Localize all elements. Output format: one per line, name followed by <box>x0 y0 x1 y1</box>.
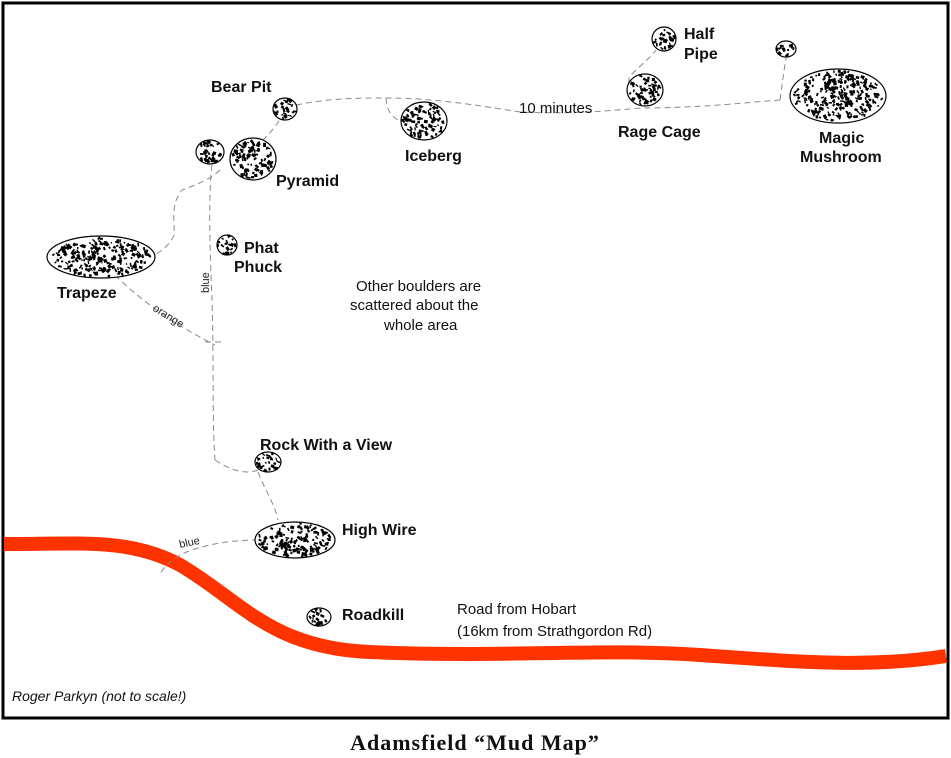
note-road-1: Road from Hobart <box>457 601 577 618</box>
label-iceberg: Iceberg <box>405 148 462 165</box>
label-rock-with-a-view: Rock With a View <box>260 437 393 454</box>
boulder-pyramid-texture <box>231 139 274 180</box>
label-magic-mushroom-1: Magic <box>819 130 864 147</box>
trail-blue-vertical <box>209 164 216 461</box>
trails <box>114 49 787 576</box>
boulder-rage-cage-texture <box>628 74 662 106</box>
boulder-bear-pit <box>272 97 298 121</box>
label-half-pipe-2: Pipe <box>684 46 718 63</box>
label-blue-road: blue <box>178 535 201 551</box>
label-high-wire: High Wire <box>342 522 417 539</box>
trail-rockview-to-highwire <box>257 471 279 521</box>
trail-trapeze-orange <box>114 274 216 346</box>
label-trapeze: Trapeze <box>57 285 117 302</box>
boulder-half-pipe-texture <box>652 28 677 51</box>
boulder-phat-phuck-texture <box>216 234 237 256</box>
boulder-rock-with-a-view-texture <box>255 451 281 473</box>
boulder-pyramid <box>229 137 277 181</box>
trail-to-rockview <box>214 459 259 473</box>
note-scattered-1: Other boulders are <box>356 278 481 295</box>
label-phat-phuck-1: Phat <box>244 240 279 257</box>
label-blue-vertical: blue <box>200 272 212 293</box>
note-scattered-3: whole area <box>383 317 458 334</box>
boulder-roadkill-texture <box>308 607 328 627</box>
label-roadkill: Roadkill <box>342 607 404 624</box>
label-bear-pit: Bear Pit <box>211 79 272 96</box>
road-from-hobart <box>3 536 948 670</box>
label-phat-phuck-2: Phuck <box>234 259 282 276</box>
boulder-high-wire-texture <box>257 522 332 558</box>
label-half-pipe-1: Half <box>684 26 715 43</box>
boulder-trapeze-texture <box>51 236 152 278</box>
boulder-small-left-pyramid-texture <box>199 139 223 164</box>
boulder-small-top-right-texture <box>776 43 795 58</box>
map-title: Adamsfield “Mud Map” <box>350 730 600 755</box>
trail-iceberg-spur <box>385 97 403 123</box>
label-ten-minutes: 10 minutes <box>519 100 592 117</box>
label-pyramid: Pyramid <box>276 173 339 190</box>
boulder-bear-pit-texture <box>273 98 298 120</box>
map-border <box>1 1 950 720</box>
label-rage-cage: Rage Cage <box>618 124 701 141</box>
boulder-magic-mushroom-texture <box>793 69 884 122</box>
trail-magic-to-small <box>779 57 787 101</box>
trail-pyramid-to-trapeze <box>154 169 221 256</box>
credit-author: Roger Parkyn (not to scale!) <box>12 688 186 704</box>
note-road-2: (16km from Strathgordon Rd) <box>457 623 652 640</box>
boulders <box>46 26 887 627</box>
trail-bearpit-to-magic <box>295 97 781 114</box>
trail-highwire-to-road <box>159 539 259 576</box>
boulder-small-left-pyramid <box>195 139 225 165</box>
note-scattered-2: scattered about the <box>350 297 478 314</box>
boulder-iceberg-texture <box>401 102 445 139</box>
label-magic-mushroom-2: Mushroom <box>800 149 882 166</box>
